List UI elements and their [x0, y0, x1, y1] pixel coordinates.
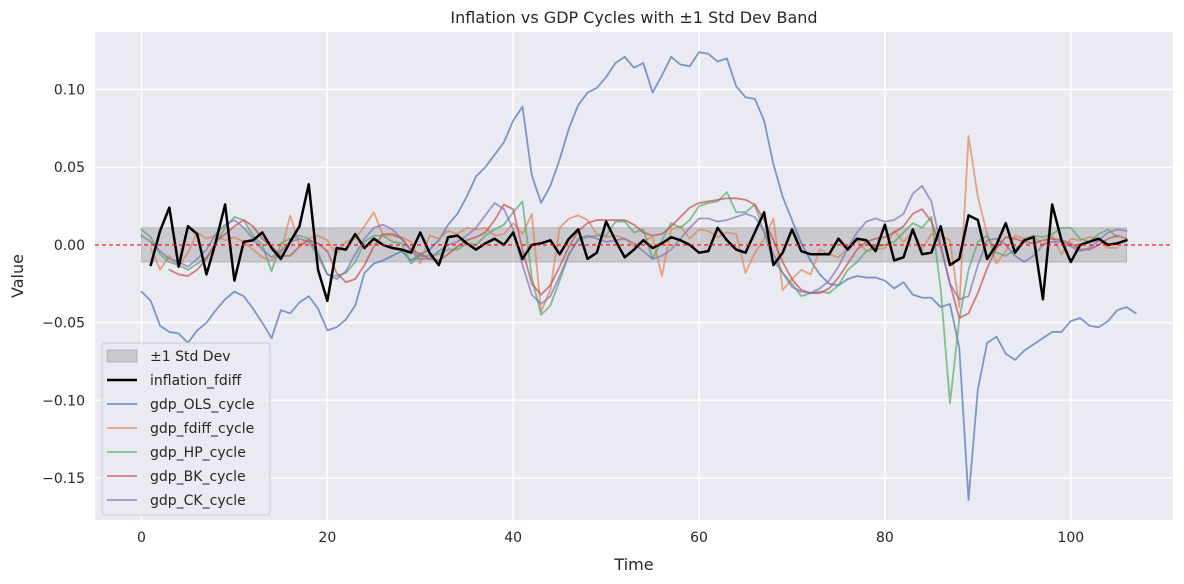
legend-label: inflation_fdiff	[150, 373, 242, 389]
y-tick-label: −0.05	[42, 316, 85, 332]
chart-title: Inflation vs GDP Cycles with ±1 Std Dev …	[450, 8, 817, 27]
legend-label: gdp_CK_cycle	[150, 493, 246, 509]
legend-frame	[101, 342, 271, 516]
x-tick-label: 20	[318, 530, 336, 546]
legend-label: gdp_HP_cycle	[150, 445, 246, 461]
series-line-gdp-CK-cycle	[140, 184, 1128, 305]
x-tick-label: 100	[1057, 530, 1084, 546]
series-line-gdp-OLS-cycle	[140, 51, 1137, 501]
legend-label: gdp_OLS_cycle	[150, 397, 255, 413]
y-tick-label: −0.15	[42, 471, 85, 487]
series-line-gdp-BK-cycle	[168, 197, 1128, 319]
legend-label: gdp_fdiff_cycle	[150, 421, 254, 437]
legend: ±1 Std Dev inflation_fdiff gdp_OLS_cyclegd…	[101, 342, 271, 516]
y-axis-label: Value	[8, 254, 27, 298]
x-axis-label: Time	[613, 555, 653, 574]
x-tick-label: 60	[690, 530, 708, 546]
series-line-inflation-fdiff	[149, 183, 1128, 303]
series-lines	[140, 51, 1137, 501]
x-tick-label: 0	[137, 530, 146, 546]
legend-label: ±1 Std Dev	[150, 349, 230, 365]
tick-labels: 0 20 40 60 80 100 −0.15 −0.10 −0.05 0.00 0.05 0.10	[42, 83, 1084, 546]
y-tick-label: 0.05	[54, 160, 85, 176]
y-tick-label: 0.10	[54, 83, 85, 99]
y-tick-label: 0.00	[54, 238, 85, 254]
legend-swatch-band	[106, 349, 138, 363]
plot-background	[95, 32, 1173, 520]
x-tick-label: 40	[504, 530, 522, 546]
series-line-gdp-HP-cycle	[140, 191, 1119, 405]
y-tick-label: −0.10	[42, 393, 85, 409]
x-tick-label: 80	[876, 530, 894, 546]
legend-label: gdp_BK_cycle	[150, 469, 246, 485]
series-line-gdp-fdiff-cycle	[149, 135, 1119, 313]
